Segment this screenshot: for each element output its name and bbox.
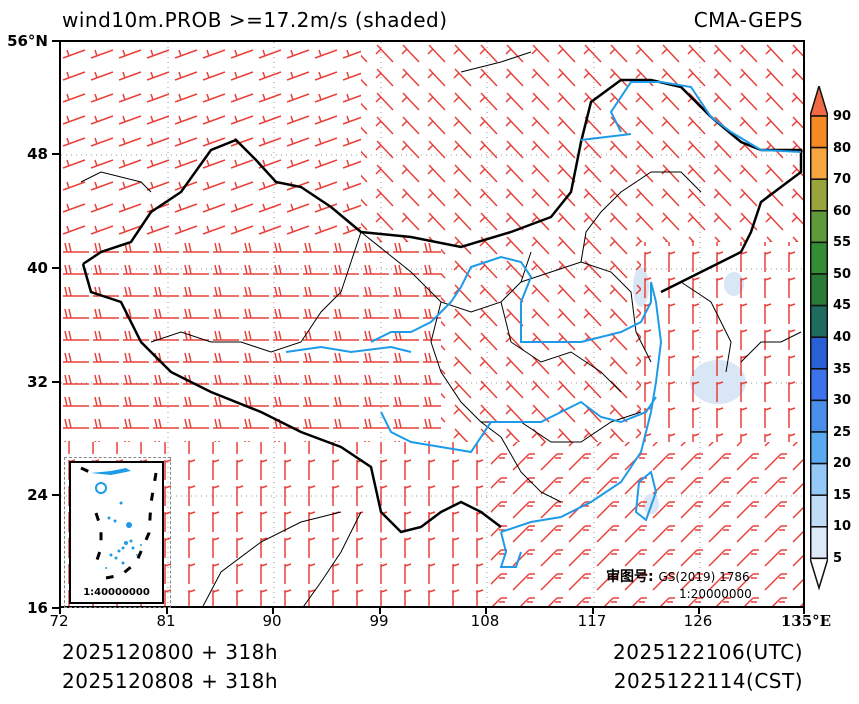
valid-time-utc: 2025122106(UTC) xyxy=(613,640,803,664)
colorbar-label-50: 50 xyxy=(833,267,852,282)
x-tick xyxy=(379,606,381,614)
colorbar-label-10: 10 xyxy=(833,519,852,534)
y-tick-label-32: 32 xyxy=(27,373,48,391)
map-plot-area xyxy=(59,40,805,608)
colorbar-label-55: 55 xyxy=(833,235,852,250)
approval-prefix: 审图号: xyxy=(606,569,654,585)
chart-title: wind10m.PROB >=17.2m/s (shaded) xyxy=(62,8,448,32)
colorbar-label-30: 30 xyxy=(833,393,852,408)
x-tick-label-90: 90 xyxy=(262,612,282,630)
y-tick-label-40: 40 xyxy=(27,259,48,277)
colorbar-label-25: 25 xyxy=(833,425,852,440)
colorbar-graphic xyxy=(810,86,828,591)
init-time-cst: 2025120808 + 318h xyxy=(62,669,279,693)
x-tick-label-117: 117 xyxy=(577,612,607,630)
x-tick xyxy=(166,606,168,614)
x-tick xyxy=(485,606,487,614)
colorbar-label-35: 35 xyxy=(833,362,852,377)
map-scale-label: 1:20000000 xyxy=(679,587,752,601)
x-tick-label-108: 108 xyxy=(470,612,500,630)
colorbar-label-5: 5 xyxy=(833,551,843,566)
y-tick-label-24: 24 xyxy=(27,486,48,504)
y-tick-label-16: 16 xyxy=(27,599,48,617)
y-tick-label-56: 56°N xyxy=(7,32,48,50)
y-tick xyxy=(52,381,60,383)
map-canvas xyxy=(61,42,803,606)
colorbar-label-40: 40 xyxy=(833,330,852,345)
x-tick xyxy=(698,606,700,614)
y-tick-label-48: 48 xyxy=(27,145,48,163)
colorbar-label-45: 45 xyxy=(833,298,852,313)
south-china-sea-inset: 1:40000000 xyxy=(69,461,164,604)
x-tick-label-135: 135°E xyxy=(780,612,832,630)
colorbar-label-20: 20 xyxy=(833,456,852,471)
valid-time-cst: 2025122114(CST) xyxy=(613,669,803,693)
x-tick xyxy=(803,606,805,614)
inset-map xyxy=(80,466,158,580)
x-tick-label-72: 72 xyxy=(49,612,69,630)
x-tick-label-99: 99 xyxy=(369,612,389,630)
inset-scale-label: 1:40000000 xyxy=(83,587,150,598)
map-approval-label: 审图号: GS(2019) 1786 xyxy=(606,566,750,586)
colorbar-label-80: 80 xyxy=(833,141,852,156)
x-tick-label-126: 126 xyxy=(683,612,713,630)
y-tick xyxy=(52,607,60,609)
y-tick xyxy=(52,494,60,496)
colorbar-label-15: 15 xyxy=(833,488,852,503)
wind-barbs xyxy=(61,42,803,606)
approval-code: GS(2019) 1786 xyxy=(658,570,750,584)
rivers xyxy=(285,81,802,568)
colorbar-label-60: 60 xyxy=(833,204,852,219)
national-boundary xyxy=(80,51,803,606)
colorbar-label-70: 70 xyxy=(833,172,852,187)
x-tick xyxy=(592,606,594,614)
x-tick xyxy=(59,606,61,614)
init-time-utc: 2025120800 + 318h xyxy=(62,640,279,664)
x-tick-label-81: 81 xyxy=(156,612,176,630)
y-tick xyxy=(52,267,60,269)
colorbar-label-90: 90 xyxy=(833,109,852,124)
y-tick xyxy=(52,153,60,155)
y-tick xyxy=(52,40,60,42)
x-tick xyxy=(272,606,274,614)
inset-frame-outer xyxy=(64,457,171,608)
model-name: CMA-GEPS xyxy=(693,8,803,32)
